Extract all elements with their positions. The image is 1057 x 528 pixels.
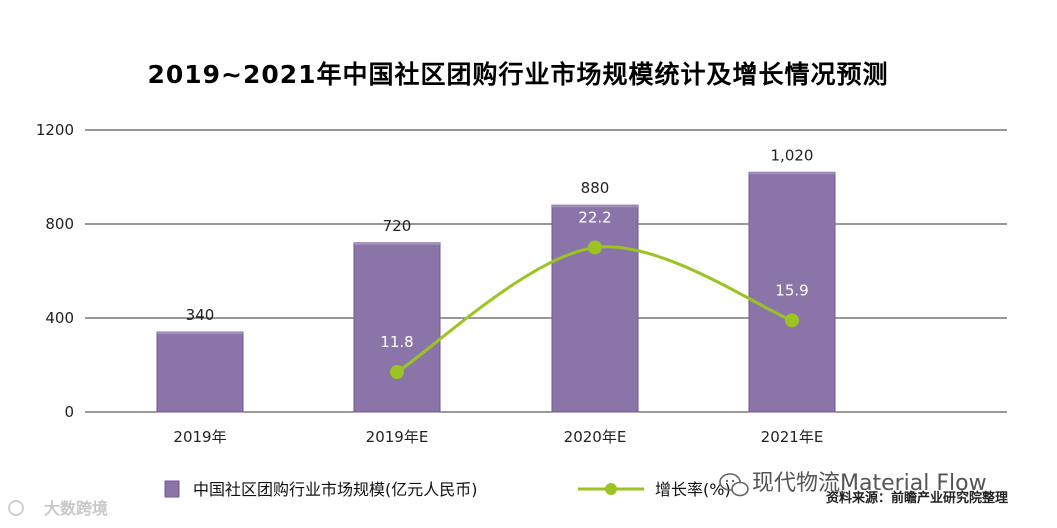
growth-point xyxy=(390,365,404,380)
bar-value-label: 720 xyxy=(383,217,412,235)
y-tick-label: 800 xyxy=(45,215,74,233)
x-category-label: 2019年E xyxy=(366,428,429,446)
y-tick-label: 1200 xyxy=(36,121,74,139)
corner-logo-icon xyxy=(8,500,24,516)
bar-series: 340 720 880 1,020 xyxy=(156,146,836,413)
y-axis-ticks: 0 400 800 1200 xyxy=(36,121,74,421)
legend-bar-label: 中国社区团购行业市场规模(亿元人民币) xyxy=(193,480,478,499)
growth-value-label: 22.2 xyxy=(578,209,611,227)
bar-value-label: 1,020 xyxy=(771,146,814,164)
y-tick-label: 400 xyxy=(45,309,74,327)
x-category-label: 2020年E xyxy=(564,428,627,446)
bar-value-label: 340 xyxy=(186,306,215,324)
x-category-label: 2021年E xyxy=(761,428,824,446)
y-tick-label: 0 xyxy=(64,403,74,421)
watermark-text: 现代物流Material Flow xyxy=(752,471,987,496)
legend-bar-swatch xyxy=(164,480,180,498)
x-category-label: 2019年 xyxy=(173,428,226,446)
bar xyxy=(748,171,836,413)
growth-value-label: 15.9 xyxy=(775,281,808,299)
gridlines xyxy=(85,129,1007,413)
wechat-icon xyxy=(719,473,749,497)
x-axis-categories: 2019年 2019年E 2020年E 2021年E xyxy=(173,428,823,446)
bar xyxy=(156,331,244,413)
bar-value-label: 880 xyxy=(581,179,610,197)
growth-point xyxy=(588,240,602,255)
corner-logo: 大数跨境 xyxy=(8,499,108,518)
growth-value-label: 11.8 xyxy=(380,333,413,351)
growth-line-series: 11.8 22.2 15.9 xyxy=(380,209,809,380)
bar xyxy=(353,242,441,413)
source-note: 资料来源：前瞻产业研究院整理 xyxy=(826,490,1008,506)
bar xyxy=(551,204,639,413)
legend: 中国社区团购行业市场规模(亿元人民币) 增长率(%) xyxy=(164,480,731,499)
chart-title: 2019~2021年中国社区团购行业市场规模统计及增长情况预测 xyxy=(147,60,888,89)
legend-line-label: 增长率(%) xyxy=(655,480,731,499)
wechat-watermark: 现代物流Material Flow xyxy=(719,471,987,497)
growth-point xyxy=(785,313,799,328)
corner-logo-text: 大数跨境 xyxy=(44,499,108,518)
legend-line-marker xyxy=(605,483,617,495)
